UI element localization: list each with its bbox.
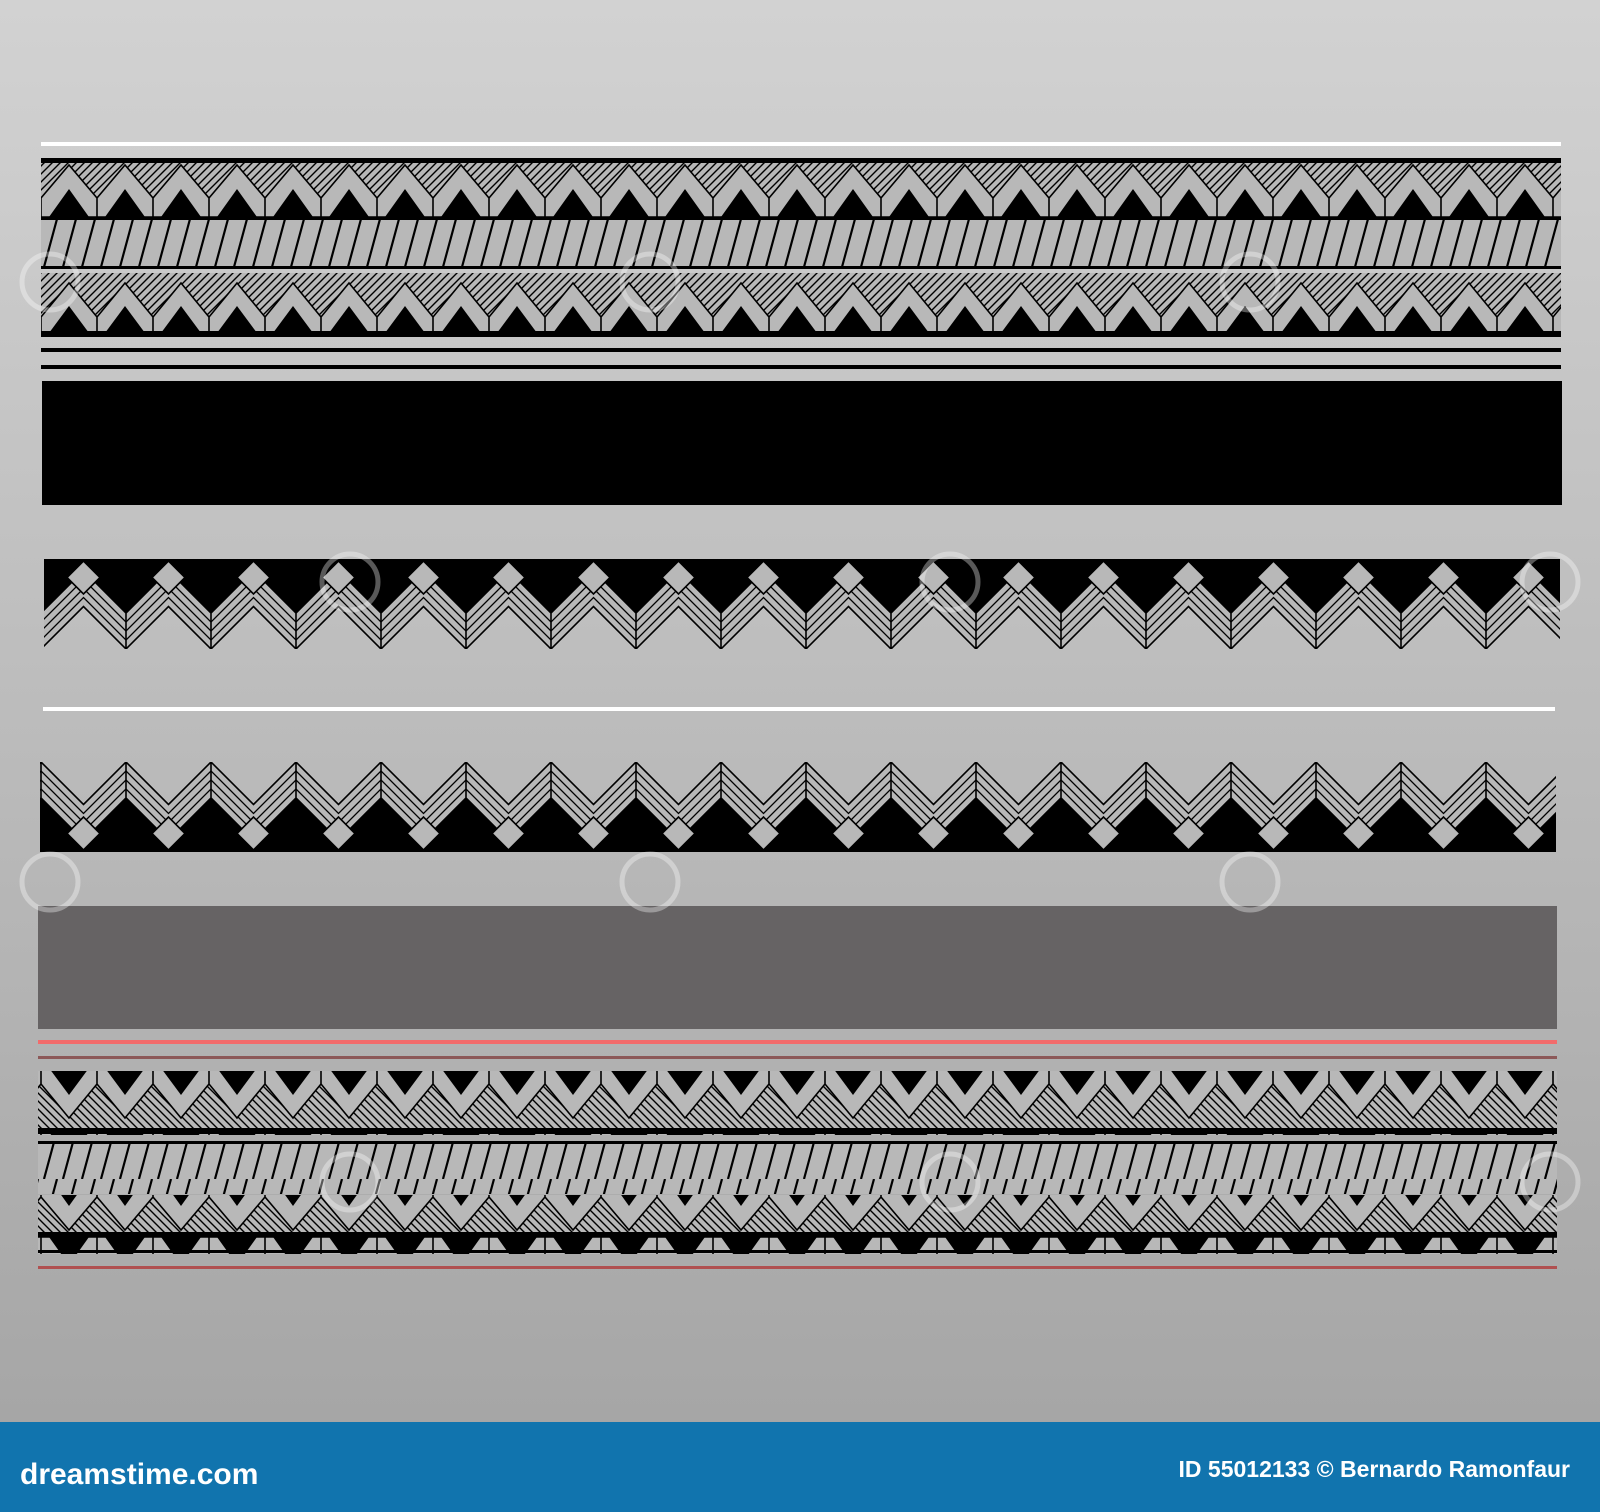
thin-black-line bbox=[38, 1250, 1557, 1253]
footer-bar bbox=[0, 1422, 1600, 1512]
zigzag-band-2 bbox=[41, 273, 1561, 337]
stripe-band-bottom-border bbox=[41, 266, 1561, 269]
gray-block bbox=[38, 906, 1557, 1029]
square-zigzag-band-1 bbox=[44, 559, 1560, 649]
zigzag-band-4 bbox=[38, 1195, 1557, 1254]
zigzag-band-1 bbox=[41, 158, 1561, 217]
footer-brand: dreamstime.com bbox=[20, 1458, 258, 1491]
stripe-band-top-border bbox=[38, 1141, 1557, 1144]
white-divider-line bbox=[41, 142, 1561, 146]
square-zigzag-band-2 bbox=[40, 762, 1556, 852]
stripe-band-top-border bbox=[41, 217, 1561, 220]
thin-black-line bbox=[41, 365, 1561, 369]
watermark-logos bbox=[19, 251, 1581, 1213]
diagonal-stripe-band-2 bbox=[38, 1144, 1557, 1194]
dark-red-line bbox=[38, 1056, 1557, 1059]
white-divider-line bbox=[43, 707, 1555, 711]
zigzag-band-3 bbox=[38, 1071, 1557, 1135]
thin-black-line bbox=[41, 348, 1561, 352]
red-line bbox=[38, 1040, 1557, 1044]
black-block bbox=[42, 381, 1562, 505]
footer-credit: ID 55012133 © Bernardo Ramonfaur bbox=[1179, 1456, 1571, 1482]
diagonal-stripe-band-1 bbox=[41, 220, 1561, 266]
red-line-bottom bbox=[38, 1266, 1557, 1269]
